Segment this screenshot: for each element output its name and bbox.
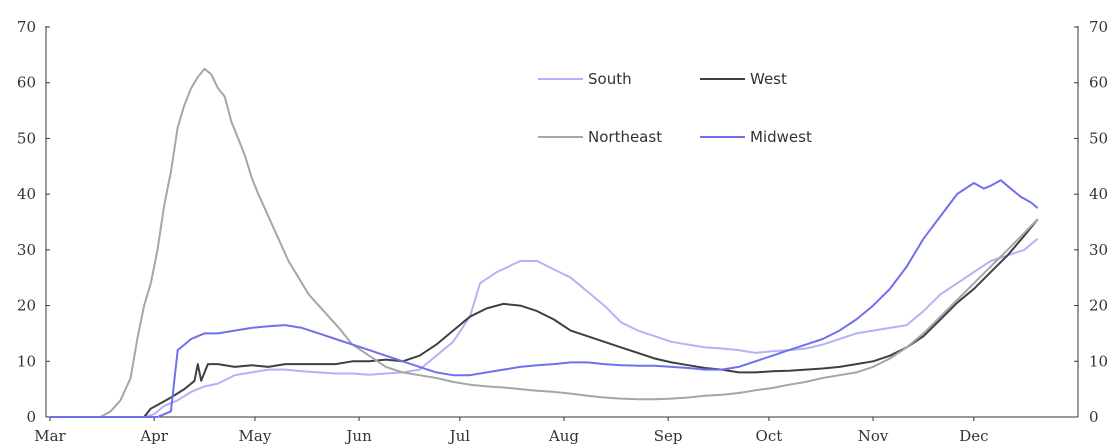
- y-tick-label-right: 60: [1089, 74, 1108, 92]
- legend: South West Northeast Midwest: [538, 70, 812, 146]
- y-tick-label-right: 0: [1089, 408, 1099, 426]
- x-tick-label: Nov: [858, 427, 889, 445]
- x-tick-label: Dec: [959, 427, 988, 445]
- legend-label-south: South: [588, 70, 632, 88]
- right-y-ticks: 0 10 20 30 40 50 60 70: [1074, 18, 1108, 426]
- y-tick-label-right: 70: [1089, 18, 1108, 36]
- y-tick-label-right: 10: [1089, 352, 1108, 370]
- series-line-west: [50, 218, 1039, 418]
- x-tick-label: Oct: [756, 427, 783, 445]
- legend-label-west: West: [750, 70, 787, 88]
- y-tick-label: 60: [17, 74, 36, 92]
- y-tick-label: 50: [17, 129, 36, 147]
- x-tick-label: Mar: [34, 427, 66, 445]
- y-tick-label: 10: [17, 352, 36, 370]
- y-tick-label: 0: [26, 408, 36, 426]
- y-tick-label-right: 50: [1089, 129, 1108, 147]
- y-tick-label: 30: [17, 241, 36, 259]
- series-line-northeast: [50, 67, 1039, 418]
- x-ticks: Mar Apr May Jun Jul Aug Sep Oct Nov Dec: [34, 417, 989, 445]
- x-tick-label: Jun: [344, 427, 372, 445]
- legend-label-northeast: Northeast: [588, 128, 662, 146]
- x-tick-label: Aug: [548, 427, 579, 445]
- left-y-ticks: 0 10 20 30 40 50 60 70: [17, 18, 50, 426]
- legend-label-midwest: Midwest: [750, 128, 812, 146]
- x-tick-label: Apr: [139, 427, 168, 445]
- y-tick-label-right: 40: [1089, 185, 1108, 203]
- y-tick-label-right: 30: [1089, 241, 1108, 259]
- x-tick-label: May: [239, 427, 272, 445]
- x-tick-label: Jul: [448, 427, 471, 445]
- series-lines: [50, 67, 1039, 418]
- y-tick-label: 70: [17, 18, 36, 36]
- y-tick-label: 40: [17, 185, 36, 203]
- y-tick-label: 20: [17, 297, 36, 315]
- y-tick-label-right: 20: [1089, 297, 1108, 315]
- series-line-midwest: [50, 179, 1039, 418]
- x-tick-label: Sep: [654, 427, 683, 445]
- series-line-south: [50, 237, 1039, 418]
